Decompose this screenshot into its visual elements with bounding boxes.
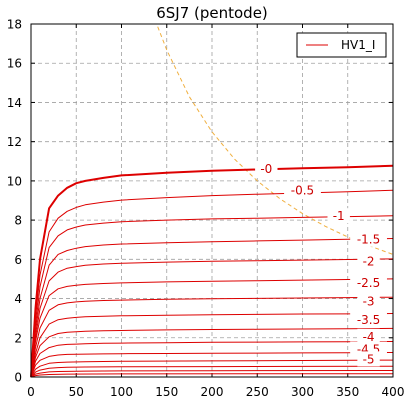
curve-label-bg — [357, 293, 380, 309]
legend: HV1_I — [296, 32, 387, 58]
series-line--4.5 — [30, 341, 394, 378]
curve-label-bg — [350, 231, 387, 247]
series-line--2 — [30, 258, 394, 378]
curve-label-bg — [350, 274, 387, 290]
curve-label: -3.5 — [357, 313, 380, 327]
chart-title: 6SJ7 (pentode) — [156, 4, 268, 22]
series-line--1.5 — [30, 238, 394, 378]
series-line-unlabeled-11 — [30, 359, 394, 378]
curve-label-bg — [255, 161, 278, 177]
x-tick-label: 50 — [69, 385, 84, 399]
legend-label-HV1_I: HV1_I — [341, 38, 375, 52]
y-tick-label: 2 — [14, 331, 22, 345]
plot-frame — [30, 23, 394, 378]
series-line-unlabeled-13 — [30, 370, 394, 378]
curve-label: -4 — [363, 330, 375, 344]
curve-label-bg — [357, 351, 380, 367]
series-line--0.5 — [30, 189, 394, 378]
series-line-unlabeled-14 — [30, 373, 394, 378]
axes: 0 50 100 150 200 250 300 350 400 0 2 4 6 8 10 12 14 16 18 — [7, 18, 405, 400]
curve-label-bg — [350, 312, 387, 328]
curve-label: -0.5 — [291, 184, 314, 198]
series-line--0 — [30, 164, 394, 378]
curve-label: -1 — [333, 209, 345, 223]
x-tick-label: 0 — [27, 385, 35, 399]
y-tick-label: 18 — [7, 18, 22, 32]
y-tick-label: 8 — [14, 214, 22, 228]
curve-label: -5 — [363, 352, 375, 366]
x-tick-label: 250 — [246, 385, 269, 399]
x-tick-label: 300 — [291, 385, 314, 399]
curve-label: -3 — [363, 294, 375, 308]
series-line-unlabeled-12 — [30, 365, 394, 378]
x-tick-label: 400 — [382, 385, 405, 399]
y-tick-label: 4 — [14, 292, 22, 306]
y-tick-label: 0 — [14, 371, 22, 385]
y-tick-label: 14 — [7, 96, 22, 110]
grid — [31, 24, 393, 377]
series-line--3.5 — [30, 313, 394, 378]
x-tick-label: 150 — [155, 385, 178, 399]
curve-label: -0 — [260, 162, 272, 176]
curve-label-bg — [327, 208, 350, 224]
curve-labels-layer: -0-0.5-1-1.5-2-2.5-3-3.5-4-4.5-5 — [255, 161, 387, 367]
x-tick-label: 200 — [201, 385, 224, 399]
curve-label-bg — [284, 182, 321, 198]
curve-label: -2.5 — [357, 276, 380, 290]
y-tick-label: 10 — [7, 174, 22, 188]
y-tick-label: 16 — [7, 57, 22, 71]
curve-label: -1.5 — [357, 233, 380, 247]
series-line--5 — [30, 352, 394, 378]
series-layer — [30, 164, 394, 378]
y-tick-label: 6 — [14, 253, 22, 267]
y-tick-label: 12 — [7, 135, 22, 149]
curve-label: -2 — [363, 254, 375, 268]
x-tick-label: 350 — [336, 385, 359, 399]
series-line--4 — [30, 327, 394, 378]
curve-label-bg — [357, 328, 380, 344]
x-tick-label: 100 — [110, 385, 133, 399]
series-line--3 — [30, 296, 394, 378]
series-line--2.5 — [30, 278, 394, 378]
curve-label-bg — [357, 253, 380, 269]
series-line--1 — [30, 215, 394, 378]
